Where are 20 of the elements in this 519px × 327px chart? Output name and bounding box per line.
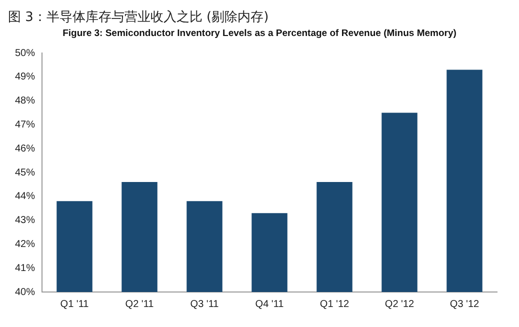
y-tick-label: 45%	[15, 167, 36, 178]
chart-title: 图 3：半导体库存与营业收入之比 (剔除内存)	[8, 9, 270, 27]
y-tick-label: 49%	[15, 72, 36, 83]
chart-subtitle: Figure 3: Semiconductor Inventory Levels as a Percentage of Revenue (Minus Memory)	[62, 28, 458, 41]
y-tick-label: 43%	[15, 215, 36, 226]
y-tick-label: 41%	[15, 262, 36, 274]
x-tick-label: Q4 '11	[255, 298, 284, 310]
x-tick-label: Q3 '12	[450, 298, 480, 310]
x-tick-label: Q1 '11	[60, 298, 90, 310]
x-tick-label: Q2 '11	[125, 298, 154, 310]
y-tick-label: 44%	[15, 191, 36, 202]
y-tick-label: 40%	[15, 286, 36, 298]
x-tick-label: Q1 '12	[320, 298, 350, 310]
y-tick-label: 42%	[15, 238, 36, 250]
x-tick-label: Q2 '12	[384, 298, 415, 310]
y-tick-label: 47%	[15, 119, 36, 130]
x-tick-label: Q3 '11	[190, 298, 220, 310]
y-tick-label: 46%	[15, 143, 36, 154]
y-tick-label: 50%	[15, 48, 36, 59]
y-tick-label: 48%	[15, 96, 36, 107]
